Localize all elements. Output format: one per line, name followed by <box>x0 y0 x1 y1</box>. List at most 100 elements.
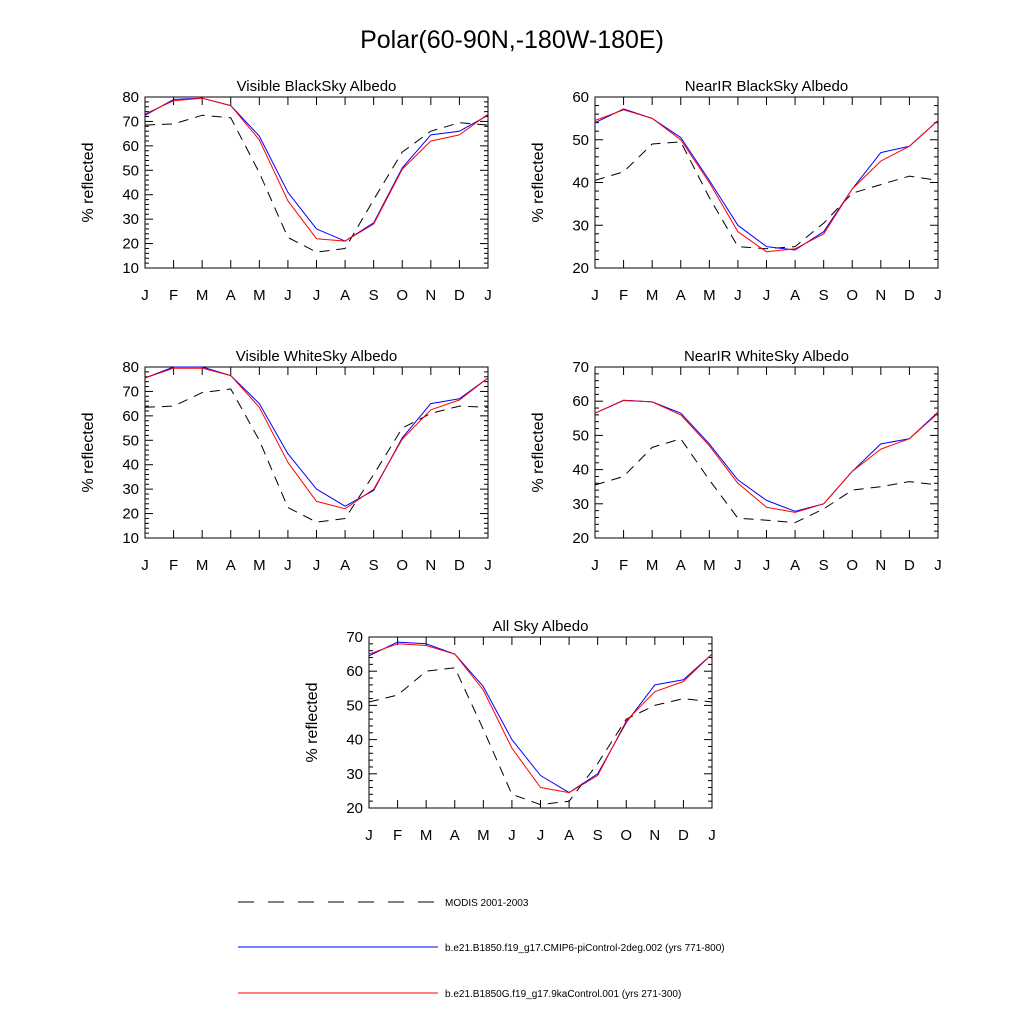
plot-frame <box>594 96 939 269</box>
panels: Visible BlackSky Albedo % reflected 10 20 30… <box>80 78 942 844</box>
x-tick-label: J <box>313 557 321 574</box>
y-tick-label: 60 <box>572 89 589 106</box>
y-tick-label: 50 <box>572 427 589 444</box>
x-tick-label: J <box>484 287 492 304</box>
x-tick-label: A <box>676 287 686 304</box>
y-tick-label: 40 <box>122 187 139 204</box>
x-tick-label: A <box>340 287 350 304</box>
y-axis-label: % reflected <box>304 682 321 762</box>
x-tick-label: A <box>790 287 800 304</box>
legend-item-modis: MODIS 2001-2003 <box>238 898 529 909</box>
x-tick-label: J <box>934 287 942 304</box>
y-tick-label: 70 <box>346 629 363 646</box>
x-tick-label: J <box>591 287 599 304</box>
x-tick-label: F <box>393 827 402 844</box>
x-tick-label: J <box>708 827 716 844</box>
x-tick-label: N <box>649 827 660 844</box>
y-tick-label: 20 <box>346 800 363 817</box>
y-tick-label: 80 <box>122 359 139 376</box>
plot-frame <box>144 366 489 539</box>
series-line-cmip6 <box>144 366 489 507</box>
x-tick-label: F <box>169 557 178 574</box>
y-tick-label: 60 <box>346 663 363 680</box>
y-tick-label: 20 <box>122 236 139 253</box>
x-tick-label: S <box>593 827 603 844</box>
y-tick-label: 60 <box>122 408 139 425</box>
y-tick-label: 30 <box>122 481 139 498</box>
y-axis-label: % reflected <box>80 412 97 492</box>
y-tick-label: 60 <box>572 393 589 410</box>
x-tick-label: M <box>477 827 490 844</box>
panel-nir-white: NearIR WhiteSky Albedo % reflected 20 30 40 5… <box>530 348 942 574</box>
x-tick-label: J <box>141 557 149 574</box>
y-tick-label: 10 <box>122 530 139 547</box>
x-tick-label: M <box>253 287 266 304</box>
x-tick-label: M <box>646 287 659 304</box>
x-tick-label: D <box>904 557 915 574</box>
x-tick-label: N <box>425 287 436 304</box>
x-tick-label: S <box>819 557 829 574</box>
series-line-ka9 <box>144 367 489 510</box>
x-tick-label: M <box>646 557 659 574</box>
plot-frame <box>368 636 713 809</box>
series-line-modis <box>594 438 939 524</box>
x-tick-label: A <box>676 557 686 574</box>
x-tick-label: J <box>934 557 942 574</box>
panel-title: Visible BlackSky Albedo <box>237 78 397 95</box>
series-line-cmip6 <box>594 399 939 512</box>
panel-all-sky: All Sky Albedo % reflected 20 30 40 50 60 70 J F M… <box>304 618 716 844</box>
series-line-cmip6 <box>594 108 939 251</box>
panel-title: All Sky Albedo <box>493 618 589 635</box>
x-tick-label: M <box>253 557 266 574</box>
panel-title: NearIR WhiteSky Albedo <box>684 348 849 365</box>
x-tick-label: N <box>425 557 436 574</box>
x-tick-label: D <box>678 827 689 844</box>
x-tick-label: A <box>226 287 236 304</box>
x-tick-label: D <box>454 287 465 304</box>
x-tick-label: J <box>734 557 742 574</box>
x-tick-label: J <box>508 827 516 844</box>
y-tick-label: 40 <box>122 457 139 474</box>
x-tick-label: J <box>734 287 742 304</box>
legend-item-cmip6: b.e21.B1850.f19_g17.CMIP6-piControl-2deg… <box>238 943 725 954</box>
y-tick-label: 50 <box>122 162 139 179</box>
x-tick-label: A <box>790 557 800 574</box>
x-tick-label: A <box>226 557 236 574</box>
x-tick-label: A <box>340 557 350 574</box>
y-tick-label: 30 <box>572 217 589 234</box>
x-tick-label: N <box>875 557 886 574</box>
x-tick-label: J <box>591 557 599 574</box>
x-tick-label: M <box>196 557 209 574</box>
y-tick-label: 40 <box>572 462 589 479</box>
series-line-modis <box>144 114 489 253</box>
x-tick-label: J <box>763 557 771 574</box>
x-tick-label: S <box>369 287 379 304</box>
y-tick-label: 70 <box>122 113 139 130</box>
series-line-modis <box>368 667 713 806</box>
y-tick-label: 50 <box>346 697 363 714</box>
x-tick-label: O <box>620 827 632 844</box>
y-tick-label: 40 <box>346 732 363 749</box>
x-tick-label: M <box>420 827 433 844</box>
panel-vis-black: Visible BlackSky Albedo % reflected 10 20 30… <box>80 78 492 304</box>
x-tick-label: J <box>484 557 492 574</box>
series-line-cmip6 <box>144 97 489 242</box>
legend-label: b.e21.B1850G.f19_g17.9kaControl.001 (yrs… <box>445 989 681 1000</box>
x-tick-label: F <box>169 287 178 304</box>
x-tick-label: J <box>284 287 292 304</box>
x-tick-label: J <box>284 557 292 574</box>
x-tick-label: J <box>537 827 545 844</box>
x-tick-label: J <box>763 287 771 304</box>
legend-label: MODIS 2001-2003 <box>445 898 529 909</box>
series-line-ka9 <box>594 400 939 513</box>
x-tick-label: S <box>369 557 379 574</box>
x-tick-label: F <box>619 557 628 574</box>
series-line-modis <box>594 141 939 250</box>
x-tick-label: M <box>703 287 716 304</box>
x-tick-label: D <box>454 557 465 574</box>
x-tick-label: F <box>619 287 628 304</box>
x-tick-label: J <box>313 287 321 304</box>
y-tick-label: 20 <box>572 530 589 547</box>
plot-frame <box>144 96 489 269</box>
